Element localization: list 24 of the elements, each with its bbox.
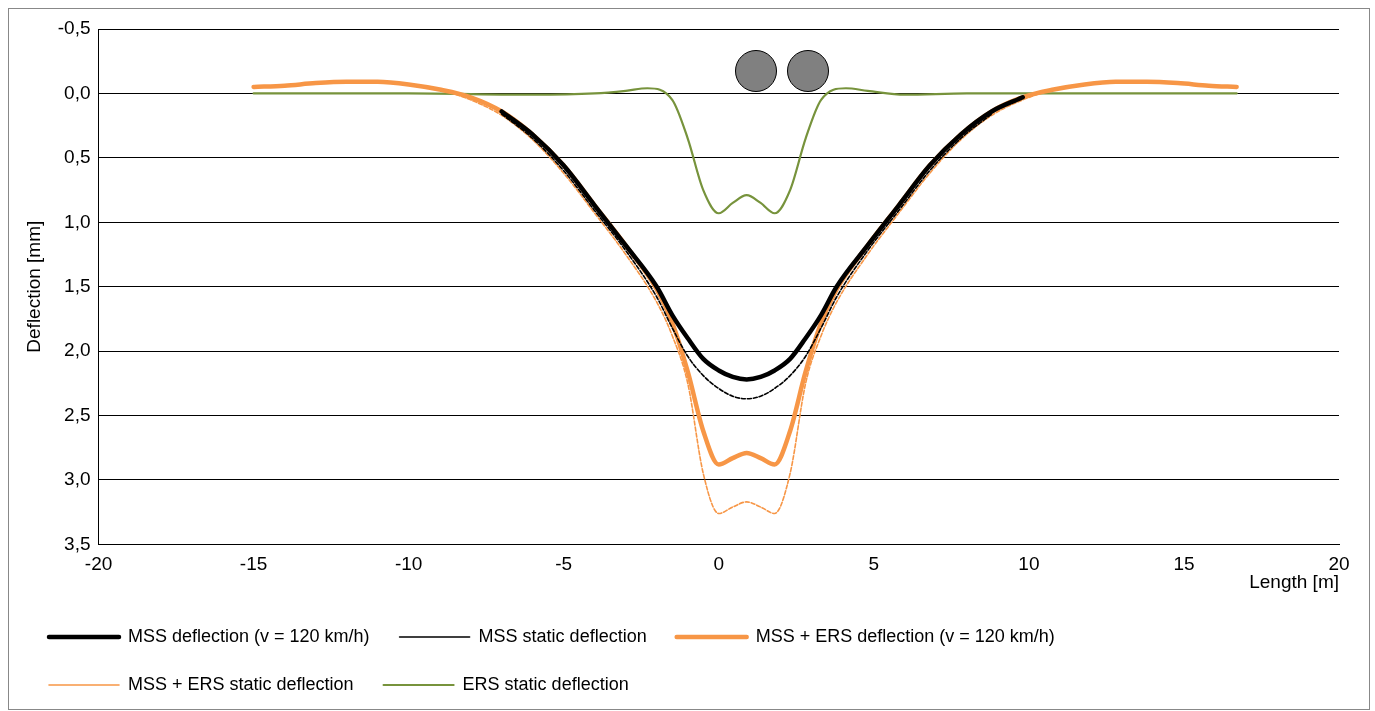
y-tick-label: 1,0 [64, 210, 91, 232]
y-tick-label: 1,5 [64, 274, 91, 296]
legend-label: ERS static deflection [462, 673, 629, 694]
y-tick-label: -0,5 [57, 17, 91, 39]
y-axis-title: Deflection [mm] [22, 220, 44, 353]
x-tick-label: -5 [555, 553, 573, 575]
x-tick-label: 15 [1173, 553, 1195, 575]
x-tick-label: -15 [239, 553, 268, 575]
legend-label: MSS + ERS static deflection [128, 673, 354, 694]
y-tick-label: 2,5 [64, 403, 91, 425]
y-tick-label: 0,5 [64, 146, 91, 168]
legend-label: MSS + ERS deflection (v = 120 km/h) [755, 625, 1055, 646]
x-tick-label: -10 [394, 553, 423, 575]
legend-label: MSS deflection (v = 120 km/h) [128, 625, 370, 646]
y-tick-label: 0,0 [64, 81, 91, 103]
y-tick-label: 3,5 [64, 532, 91, 554]
line-series [252, 87, 1238, 215]
x-tick-label: -20 [84, 553, 113, 575]
y-tick-label: 2,0 [64, 339, 91, 361]
y-tick-label: 3,0 [64, 468, 91, 490]
x-tick-label: 0 [713, 553, 725, 575]
x-tick-label: 10 [1018, 553, 1040, 575]
legend-label: MSS static deflection [478, 625, 647, 646]
x-tick-label: 5 [868, 553, 880, 575]
